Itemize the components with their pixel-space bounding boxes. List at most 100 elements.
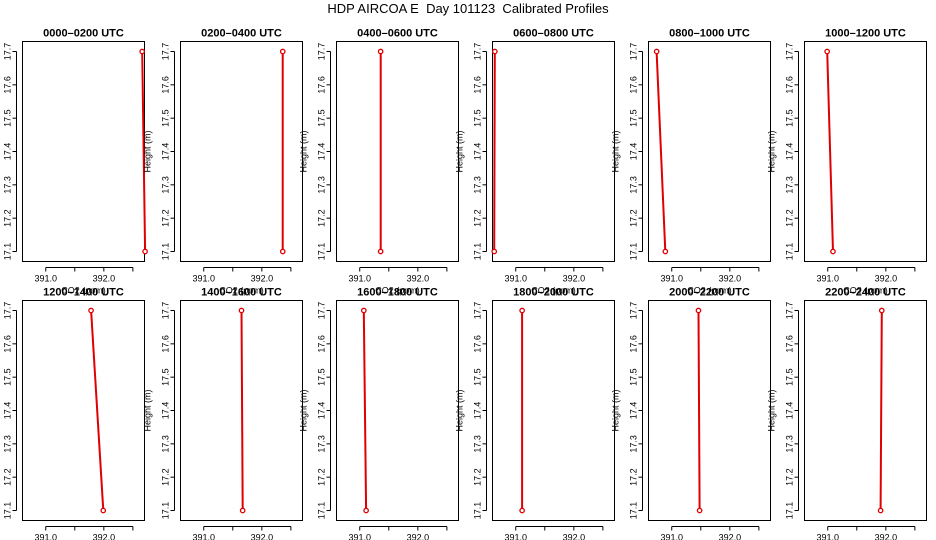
profile-point: [239, 507, 246, 514]
x-tick-label: 392.0: [251, 533, 274, 540]
y-axis-label: Height (m): [611, 389, 621, 431]
y-tick-label: 17.1: [3, 502, 13, 520]
profile-point: [519, 507, 525, 514]
y-tick-label: 17.1: [317, 502, 327, 520]
y-tick-label: 17.3: [3, 176, 13, 194]
plot-frame: [336, 300, 459, 521]
profile-point: [363, 507, 369, 514]
y-tick-label: 17.7: [317, 302, 327, 320]
y-axis-label: Height (m): [455, 130, 465, 172]
y-tick-label: 17.4: [785, 402, 795, 420]
y-tick-label: 17.1: [317, 243, 327, 261]
panel: 1600–1800 UTC 391.0 392.0 CO2 (ppm) 17.1 17.2…: [299, 287, 459, 540]
profile-point: [377, 248, 384, 255]
y-tick-label: 17.6: [473, 335, 483, 353]
y-tick-label: 17.4: [629, 402, 639, 420]
profile-line: [362, 310, 368, 511]
y-tick-label: 17.7: [3, 302, 13, 320]
y-tick-label: 17.2: [473, 468, 483, 486]
plot-frame: [648, 300, 771, 521]
x-axis-label: CO2 (ppm): [531, 286, 576, 296]
x-tick-label: 392.0: [93, 274, 116, 284]
y-tick-label: 17.6: [785, 335, 795, 353]
y-tick-label: 17.2: [317, 468, 327, 486]
y-tick-label: 17.4: [3, 402, 13, 420]
y-tick-label: 17.7: [629, 43, 639, 61]
y-tick-label: 17.5: [161, 368, 171, 386]
plot-frame: [492, 41, 615, 262]
y-axis-label: Height (m): [611, 130, 621, 172]
panel-title: 1400–1600 UTC: [201, 287, 282, 299]
panel-title: 0400–0600 UTC: [357, 28, 438, 40]
profile-point: [279, 248, 286, 255]
profile-line: [240, 310, 244, 511]
profile-point: [139, 48, 146, 55]
x-tick-label: 392.0: [93, 533, 116, 540]
profile-line: [697, 310, 701, 511]
y-tick-label: 17.1: [629, 243, 639, 261]
x-axis-label: CO2 (ppm): [375, 286, 420, 296]
panel-title: 1000–1200 UTC: [825, 28, 906, 40]
x-axis-label: CO2 (ppm): [843, 286, 888, 296]
x-tick-label: 392.0: [407, 533, 430, 540]
y-tick-label: 17.3: [629, 176, 639, 194]
plot-frame: [180, 300, 303, 521]
panel: 1000–1200 UTC 391.0 392.0 CO2 (ppm) 17.1 17.2…: [767, 28, 927, 296]
y-tick-label: 17.4: [317, 402, 327, 420]
panel: 2000–2200 UTC 391.0 392.0 CO2 (ppm) 17.1 17.2…: [611, 287, 771, 540]
profile-point: [100, 507, 107, 514]
y-tick-label: 17.5: [473, 109, 483, 127]
profile-point: [142, 248, 148, 255]
y-tick-label: 17.2: [785, 468, 795, 486]
y-tick-label: 17.6: [785, 76, 795, 94]
profile-line: [90, 310, 105, 511]
y-tick-label: 17.3: [785, 176, 795, 194]
plot-frame: [180, 41, 303, 262]
profile-point: [653, 48, 660, 55]
y-tick-label: 17.5: [317, 368, 327, 386]
y-tick-label: 17.6: [317, 335, 327, 353]
y-axis-label: Height (m): [143, 130, 153, 172]
plot-frame: [648, 41, 771, 262]
panel-title: 0800–1000 UTC: [669, 28, 750, 40]
panel: 2200–2400 UTC 391.0 392.0 CO2 (ppm) 17.1 17.2…: [767, 287, 927, 540]
profile-point: [830, 248, 836, 255]
x-tick-label: 391.0: [660, 533, 683, 540]
y-tick-label: 17.3: [629, 435, 639, 453]
y-tick-label: 17.2: [785, 209, 795, 227]
y-tick-label: 17.3: [785, 435, 795, 453]
profile-point: [696, 507, 703, 514]
figure-title: HDP AIRCOA E Day 101123 Calibrated Profi…: [327, 1, 609, 16]
y-tick-label: 17.7: [785, 43, 795, 61]
x-tick-label: 392.0: [875, 274, 898, 284]
y-axis-label: Height (m): [455, 389, 465, 431]
profile-point: [491, 248, 498, 255]
y-tick-label: 17.5: [3, 109, 13, 127]
y-tick-label: 17.1: [629, 502, 639, 520]
profile-line: [879, 310, 883, 511]
panel-title: 1200–1400 UTC: [43, 287, 124, 299]
y-tick-label: 17.7: [3, 43, 13, 61]
y-tick-label: 17.5: [785, 109, 795, 127]
y-tick-label: 17.7: [629, 302, 639, 320]
x-tick-label: 392.0: [719, 533, 742, 540]
y-tick-label: 17.2: [161, 468, 171, 486]
profile-point: [519, 307, 525, 314]
y-tick-label: 17.2: [317, 209, 327, 227]
x-axis-label: CO2 (ppm): [219, 286, 264, 296]
panel: 0400–0600 UTC 391.0 392.0 CO2 (ppm) 17.1 17.2…: [299, 28, 459, 296]
x-tick-label: 391.0: [504, 274, 527, 284]
plot-frame: [22, 41, 145, 262]
y-tick-label: 17.7: [473, 43, 483, 61]
profile-point: [360, 307, 367, 314]
x-tick-label: 391.0: [816, 533, 839, 540]
profile-point: [88, 307, 94, 314]
y-tick-label: 17.4: [161, 402, 171, 420]
y-tick-label: 17.2: [3, 209, 13, 227]
plot-frame: [804, 300, 927, 521]
y-tick-label: 17.4: [473, 143, 483, 161]
y-tick-label: 17.7: [473, 302, 483, 320]
x-tick-label: 391.0: [192, 274, 215, 284]
panel: 0800–1000 UTC 391.0 392.0 CO2 (ppm) 17.1 17.2…: [611, 28, 771, 296]
y-tick-label: 17.3: [473, 435, 483, 453]
